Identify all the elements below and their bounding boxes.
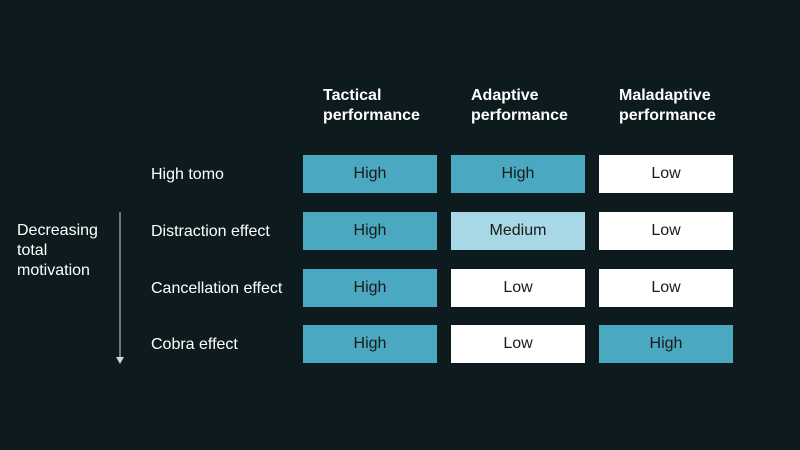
cell-distraction-tactical: High	[303, 212, 437, 250]
cell-cancellation-maladaptive: Low	[599, 269, 733, 307]
column-header-line-2: performance	[323, 107, 420, 124]
cell-distraction-adaptive: Medium	[451, 212, 585, 250]
column-header-tactical-performance: Tactical performance	[323, 86, 463, 126]
column-header-maladaptive-performance: Maladaptive performance	[619, 86, 759, 126]
column-header-line-2: performance	[619, 107, 716, 124]
row-label-distraction-effect: Distraction effect	[151, 223, 270, 240]
row-label-cobra-effect: Cobra effect	[151, 336, 238, 353]
column-header-line-1: Maladaptive	[619, 87, 711, 104]
side-label-decreasing-motivation: Decreasing total motivation	[17, 222, 98, 279]
cell-high-tomo-maladaptive: Low	[599, 155, 733, 193]
cell-cobra-maladaptive: High	[599, 325, 733, 363]
cell-cancellation-tactical: High	[303, 269, 437, 307]
column-header-line-2: performance	[471, 107, 568, 124]
cell-distraction-maladaptive: Low	[599, 212, 733, 250]
cell-cobra-tactical: High	[303, 325, 437, 363]
row-label-high-tomo: High tomo	[151, 166, 224, 183]
row-label-cancellation-effect: Cancellation effect	[151, 280, 283, 297]
cell-high-tomo-tactical: High	[303, 155, 437, 193]
cell-cobra-adaptive: Low	[451, 325, 585, 363]
cell-high-tomo-adaptive: High	[451, 155, 585, 193]
column-header-adaptive-performance: Adaptive performance	[471, 86, 611, 126]
column-header-line-1: Adaptive	[471, 87, 539, 104]
down-arrow-icon	[116, 212, 124, 364]
column-header-line-1: Tactical	[323, 87, 382, 104]
cell-cancellation-adaptive: Low	[451, 269, 585, 307]
